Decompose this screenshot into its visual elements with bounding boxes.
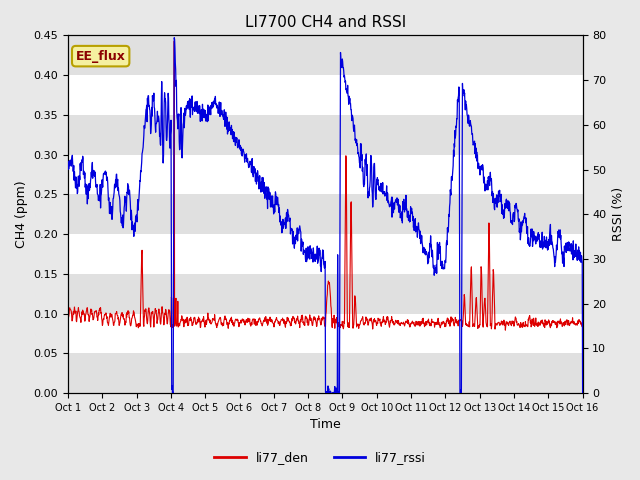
Bar [68,194,582,234]
li77_rssi [473,149,481,155]
li77_rssi [179,122,187,128]
Bar [68,115,582,155]
li77_den [405,322,413,328]
li77_den [64,319,72,325]
X-axis label: Time: Time [310,419,340,432]
li77_den [166,314,174,320]
li77_rssi [166,145,174,151]
li77_rssi [518,223,526,228]
Bar [68,353,582,393]
li77_rssi [168,390,176,396]
li77_rssi [237,147,244,153]
Bar [68,274,582,313]
Bar [68,36,582,75]
li77_den [502,327,509,333]
Y-axis label: CH4 (ppm): CH4 (ppm) [15,180,28,248]
li77_den [170,38,178,44]
Line: li77_den: li77_den [68,41,582,330]
li77_den [237,320,244,326]
li77_den [579,321,586,326]
li77_rssi [170,35,178,41]
li77_rssi [64,167,72,172]
li77_rssi [579,390,586,396]
Y-axis label: RSSI (%): RSSI (%) [612,187,625,241]
Title: LI7700 CH4 and RSSI: LI7700 CH4 and RSSI [244,15,406,30]
Line: li77_rssi: li77_rssi [68,38,582,393]
li77_den [179,317,187,323]
Text: EE_flux: EE_flux [76,49,125,63]
li77_den [518,321,526,327]
li77_den [472,295,480,300]
li77_rssi [406,219,413,225]
Legend: li77_den, li77_rssi: li77_den, li77_rssi [209,446,431,469]
